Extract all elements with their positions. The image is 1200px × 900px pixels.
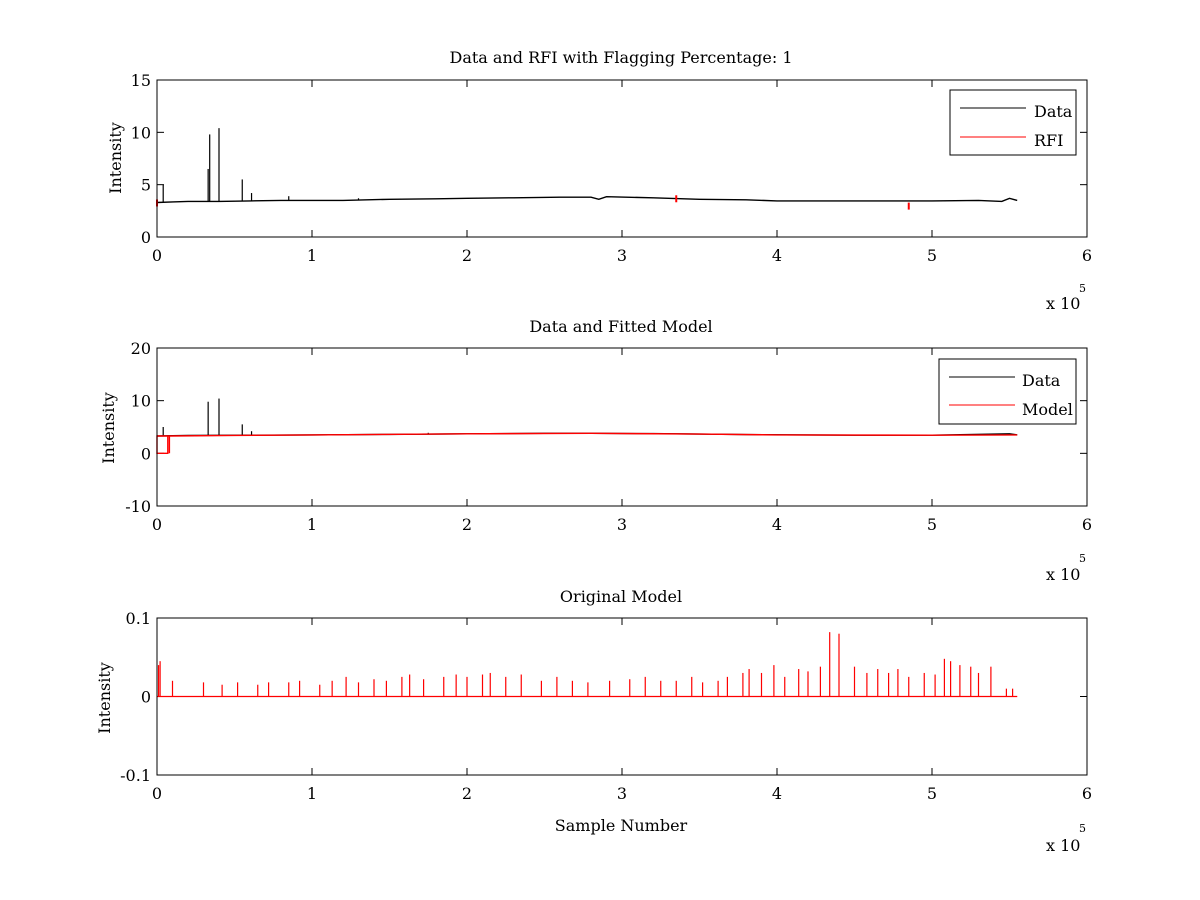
panel-2-ylabel: Intensity bbox=[99, 392, 118, 464]
panel-3-ytick-label: -0.1 bbox=[120, 766, 151, 785]
panel-2: Data and Fitted Model Intensity 0 1 2 3 4 5 6 -… bbox=[99, 317, 1092, 584]
panel-3-x-multiplier-exponent: 5 bbox=[1079, 822, 1086, 835]
panel-3-axes-box bbox=[156, 617, 1088, 776]
panel-1-xtick-label: 3 bbox=[617, 246, 627, 265]
panel-1-xtick-label: 6 bbox=[1082, 246, 1092, 265]
panel-3-title: Original Model bbox=[560, 587, 682, 606]
panel-2-ytick-label: 0 bbox=[141, 444, 151, 463]
panel-1-title: Data and RFI with Flagging Percentage: 1 bbox=[449, 48, 792, 67]
panel-1-xtick-label: 1 bbox=[307, 246, 317, 265]
panel-1-ytick-label: 10 bbox=[131, 123, 151, 142]
panel-2-legend-label-data: Data bbox=[1022, 371, 1061, 390]
panel-2-ytick-label: 20 bbox=[131, 339, 151, 358]
panel-2-xtick-label: 5 bbox=[927, 515, 937, 534]
panel-2-title: Data and Fitted Model bbox=[529, 317, 712, 336]
panel-1-x-multiplier-label: x 10 bbox=[1046, 294, 1080, 313]
panel-2-series-model-line bbox=[156, 432, 1018, 454]
panel-1-legend-label-data: Data bbox=[1034, 102, 1073, 121]
panel-1-x-multiplier: x 10 5 bbox=[1046, 282, 1086, 313]
panel-2-axes-box bbox=[156, 347, 1088, 507]
panel-2-ytick-label: -10 bbox=[125, 497, 151, 516]
panel-2-xtick-label: 6 bbox=[1082, 515, 1092, 534]
panel-3-xtick-label: 2 bbox=[462, 784, 472, 803]
panel-3-xtick-label: 3 bbox=[617, 784, 627, 803]
panel-1-xtick-label: 5 bbox=[927, 246, 937, 265]
panel-3-ylabel: Intensity bbox=[95, 662, 114, 734]
panel-3-ytick-label: 0 bbox=[141, 688, 151, 707]
panel-3-xtick-label: 4 bbox=[772, 784, 782, 803]
panel-1-x-multiplier-exponent: 5 bbox=[1079, 282, 1086, 295]
panel-2-legend-label-model: Model bbox=[1022, 400, 1073, 419]
panel-1-axes-box bbox=[156, 79, 1088, 238]
panel-1-ytick-label: 15 bbox=[131, 71, 151, 90]
panel-2-xtick-label: 1 bbox=[307, 515, 317, 534]
panel-1-xtick-label: 0 bbox=[152, 246, 162, 265]
panel-3-xlabel: Sample Number bbox=[555, 816, 688, 835]
panel-1: Data and RFI with Flagging Percentage: 1… bbox=[106, 48, 1092, 313]
panel-1-ytick-label: 5 bbox=[141, 176, 151, 195]
panel-1-xtick-label: 4 bbox=[772, 246, 782, 265]
panel-1-legend-box bbox=[949, 89, 1077, 156]
panel-2-x-multiplier-label: x 10 bbox=[1046, 565, 1080, 584]
panel-3-x-multiplier: x 10 5 bbox=[1046, 822, 1086, 855]
panel-1-ytick-label: 0 bbox=[141, 228, 151, 247]
panel-3-x-multiplier-label: x 10 bbox=[1046, 836, 1080, 855]
panel-1-plot-layer bbox=[156, 128, 1018, 210]
panel-3-ytick-label: 0.1 bbox=[126, 609, 151, 628]
panel-2-xtick-label: 2 bbox=[462, 515, 472, 534]
panel-1-legend-label-rfi: RFI bbox=[1034, 131, 1063, 150]
panel-1-legend: Data RFI bbox=[949, 89, 1077, 156]
panel-2-xtick-label: 4 bbox=[772, 515, 782, 534]
panel-3-xtick-label: 1 bbox=[307, 784, 317, 803]
panel-2-x-multiplier-exponent: 5 bbox=[1079, 552, 1086, 565]
panel-1-ylabel: Intensity bbox=[106, 122, 125, 194]
panel-1-xtick-label: 2 bbox=[462, 246, 472, 265]
panel-2-ytick-label: 10 bbox=[131, 392, 151, 411]
panel-2-plot-layer bbox=[156, 398, 1018, 454]
panel-3-xtick-label: 6 bbox=[1082, 784, 1092, 803]
panel-3-plot-layer bbox=[157, 632, 1018, 698]
panel-2-legend-box bbox=[938, 358, 1077, 425]
panel-2-xtick-label: 0 bbox=[152, 515, 162, 534]
panel-2-x-multiplier: x 10 5 bbox=[1046, 552, 1086, 584]
panel-1-series-data-line bbox=[156, 195, 1018, 204]
panel-2-legend: Data Model bbox=[938, 358, 1077, 425]
panel-3: Original Model Intensity 0 1 2 3 4 5 6-0.100.1… bbox=[95, 587, 1092, 855]
panel-2-xtick-label: 3 bbox=[617, 515, 627, 534]
panel-3-xtick-label: 5 bbox=[927, 784, 937, 803]
panel-3-xtick-label: 0 bbox=[152, 784, 162, 803]
